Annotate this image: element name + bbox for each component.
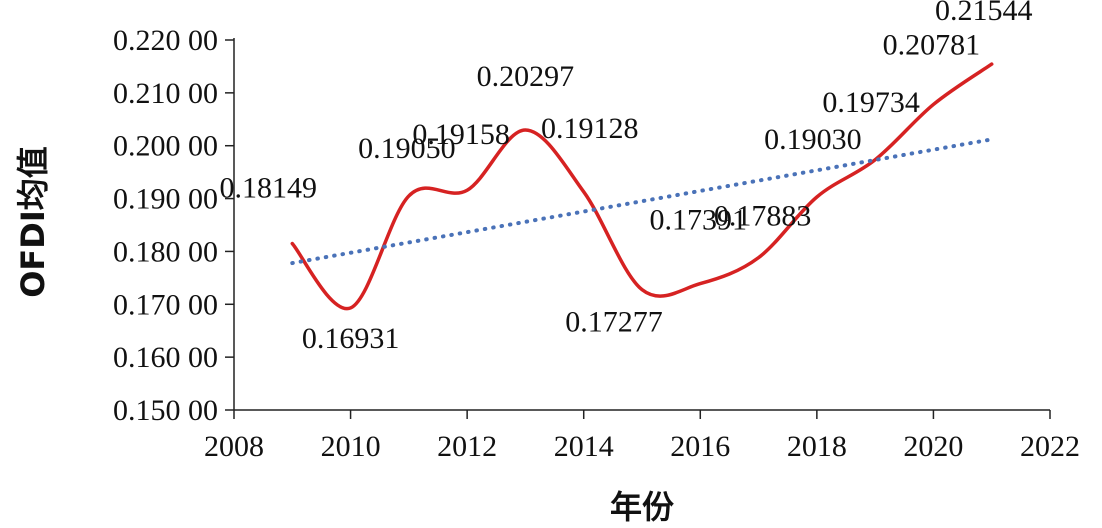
- data-point: [349, 306, 352, 309]
- data-label: 0.19128: [541, 112, 639, 145]
- trendline: [290, 137, 994, 266]
- x-tick-label: 2010: [321, 430, 381, 463]
- data-label: 0.16931: [302, 322, 400, 355]
- x-tick-label: 2012: [437, 430, 497, 463]
- data-label: 0.20297: [477, 60, 575, 93]
- y-axis-title: OFDI均值: [14, 146, 52, 298]
- data-point: [815, 195, 818, 198]
- data-label: 0.19734: [822, 86, 920, 119]
- data-point: [407, 194, 410, 197]
- x-tick-label: 2016: [670, 430, 730, 463]
- data-label: 0.19158: [412, 118, 510, 151]
- y-tick-label: 0.220 00: [113, 24, 218, 57]
- data-point: [291, 242, 294, 245]
- data-point: [990, 63, 993, 66]
- data-label: 0.21544: [935, 0, 1033, 27]
- data-point: [466, 189, 469, 192]
- data-point: [757, 256, 760, 259]
- x-tick-label: 2018: [787, 430, 847, 463]
- y-tick-label: 0.200 00: [113, 130, 218, 163]
- x-tick-label: 2014: [554, 430, 614, 463]
- data-label: 0.17883: [714, 200, 812, 233]
- data-point: [874, 158, 877, 161]
- x-axis-title: 年份: [610, 488, 674, 526]
- y-tick-label: 0.170 00: [113, 288, 218, 321]
- data-point: [524, 129, 527, 132]
- y-tick-label: 0.150 00: [113, 394, 218, 427]
- y-tick-label: 0.210 00: [113, 77, 218, 110]
- x-tick-label: 2022: [1020, 430, 1080, 463]
- axes: 0.150 00 0.160 00 0.170 00 0.180 00 0.190 00…: [113, 24, 1080, 463]
- data-label: 0.19050: [358, 132, 456, 165]
- x-tick-label: 2020: [903, 430, 963, 463]
- data-point: [932, 103, 935, 106]
- data-label: 0.19030: [764, 123, 862, 156]
- data-label: 0.18149: [220, 172, 318, 205]
- data-label: 0.20781: [883, 28, 981, 61]
- x-tick-label: 2008: [204, 430, 264, 463]
- y-tick-label: 0.160 00: [113, 341, 218, 374]
- series-layer: [290, 62, 994, 311]
- y-tick-label: 0.180 00: [113, 235, 218, 268]
- data-label: 0.17277: [565, 306, 663, 339]
- data-label: 0.17391: [650, 204, 748, 237]
- data-point: [641, 288, 644, 291]
- data-point: [582, 190, 585, 193]
- data-point: [699, 282, 702, 285]
- series-line-ofdi: [290, 62, 994, 311]
- y-tick-label: 0.190 00: [113, 183, 218, 216]
